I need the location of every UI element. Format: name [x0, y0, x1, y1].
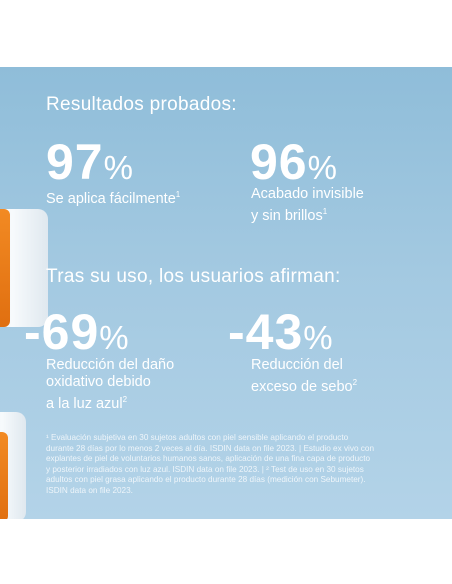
stat-value: 97: [46, 134, 104, 190]
footnote-line: ¹ Evaluación subjetiva en 30 sujetos adu…: [46, 433, 349, 442]
desc-line: Reducción del: [251, 357, 343, 373]
stat-minus-43-desc: Reducción del exceso de sebo2: [251, 357, 357, 396]
stat-value: -43: [228, 304, 304, 360]
stat-unit: %: [99, 319, 130, 356]
desc-line: Acabado invisible: [251, 186, 364, 202]
footnote-ref: 1: [175, 190, 181, 199]
stat-96: 96%: [250, 137, 338, 187]
product-claims-banner: Resultados probados: 97% Se aplica fácil…: [0, 67, 452, 519]
stat-unit: %: [303, 319, 334, 356]
heading-users-claim: Tras su uso, los usuarios afirman:: [46, 266, 341, 287]
desc-text: Se aplica fácilmente: [46, 191, 176, 207]
footnote-ref: 2: [352, 378, 358, 387]
footnote-line: adultos con piel grasa aplicando el prod…: [46, 475, 366, 485]
stat-minus-69-desc: Reducción del daño oxidativo debido a la…: [46, 357, 174, 413]
stat-unit: %: [103, 149, 134, 186]
stat-minus-69: -69%: [24, 307, 130, 357]
stat-value: -69: [24, 304, 100, 360]
desc-line: oxidativo debido: [46, 374, 151, 390]
product-bottle-bottom: [0, 412, 26, 519]
footnote-line: ISDIN data on file 2023.: [46, 485, 133, 495]
stat-minus-43: -43%: [228, 307, 334, 357]
stat-97: 97%: [46, 137, 134, 187]
stat-unit: %: [307, 149, 338, 186]
footnote-line: explantes de piel de voluntarios humanos…: [46, 454, 371, 464]
desc-line: exceso de sebo: [251, 379, 353, 395]
desc-line: a la luz azul: [46, 396, 123, 412]
footnote-line: durante 28 días por lo menos 2 veces al …: [46, 443, 374, 453]
product-cap-orange: [0, 209, 10, 327]
footnote-ref: 1: [322, 207, 328, 216]
footnote-line: y posterior irradiados con luz azul. ISD…: [46, 464, 364, 474]
stat-value: 96: [250, 134, 308, 190]
product-bottle-top: [0, 209, 48, 327]
heading-results: Resultados probados:: [46, 94, 237, 115]
desc-line: Reducción del daño: [46, 357, 175, 373]
footnote-ref: 2: [122, 395, 128, 404]
stat-97-desc: Se aplica fácilmente1: [46, 186, 180, 208]
desc-line: y sin brillos: [251, 208, 323, 224]
product-cap-orange: [0, 432, 8, 519]
footnote-text: ¹ Evaluación subjetiva en 30 sujetos adu…: [46, 433, 431, 497]
stat-96-desc: Acabado invisible y sin brillos1: [251, 186, 364, 225]
